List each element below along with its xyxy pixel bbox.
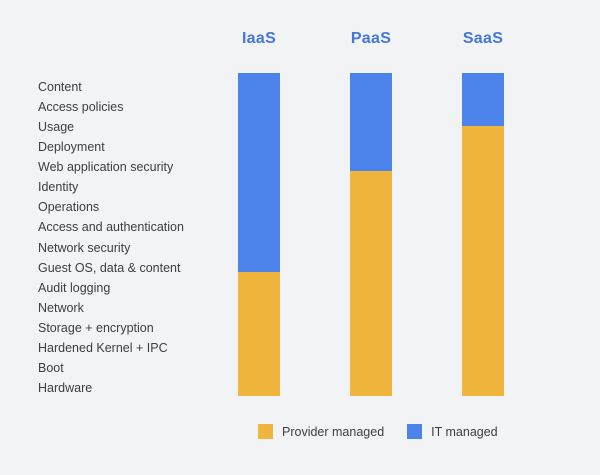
row-label: Hardware: [38, 381, 93, 396]
row-label: Hardened Kernel + IPC: [38, 340, 168, 355]
row-label: Network: [38, 300, 84, 315]
row-label: Boot: [38, 360, 64, 375]
bar-paas-it-managed-segment: [350, 73, 392, 171]
legend-label-provider-managed: Provider managed: [282, 424, 385, 439]
it-managed-swatch: [407, 424, 423, 439]
row-label: Operations: [38, 200, 100, 215]
column-header-saas: SaaS: [462, 30, 504, 47]
column-header-paas: PaaS: [350, 30, 392, 47]
row-label: Audit logging: [38, 280, 111, 295]
legend-item-it-managed: IT managed: [407, 424, 498, 439]
bar-paas-provider-managed-segment: [350, 170, 392, 396]
row-label: Content: [38, 80, 82, 94]
row-label: Access policies: [38, 100, 124, 115]
row-label: Network security: [38, 240, 131, 255]
row-label: Usage: [38, 120, 75, 135]
row-label: Access and authentication: [38, 220, 184, 235]
row-label: Web application security: [38, 160, 174, 175]
row-label: Deployment: [38, 140, 105, 155]
bar-saas-it-managed-segment: [462, 73, 504, 126]
legend-label-it-managed: IT managed: [431, 424, 498, 439]
bar-iaas-it-managed-segment: [238, 73, 280, 272]
row-label: Storage + encryption: [38, 320, 154, 335]
legend: Provider managed IT managed: [258, 424, 498, 439]
bar-saas-provider-managed-segment: [462, 125, 504, 396]
bar-iaas: [238, 73, 280, 396]
row-label: Identity: [38, 180, 79, 195]
bar-saas: [462, 73, 504, 396]
provider-managed-swatch: [258, 424, 273, 439]
row-label: Guest OS, data & content: [38, 260, 181, 275]
column-header-iaas: IaaS: [241, 30, 277, 47]
bar-paas: [350, 73, 392, 396]
legend-item-provider-managed: Provider managed: [258, 424, 384, 439]
bar-iaas-provider-managed-segment: [238, 271, 280, 396]
